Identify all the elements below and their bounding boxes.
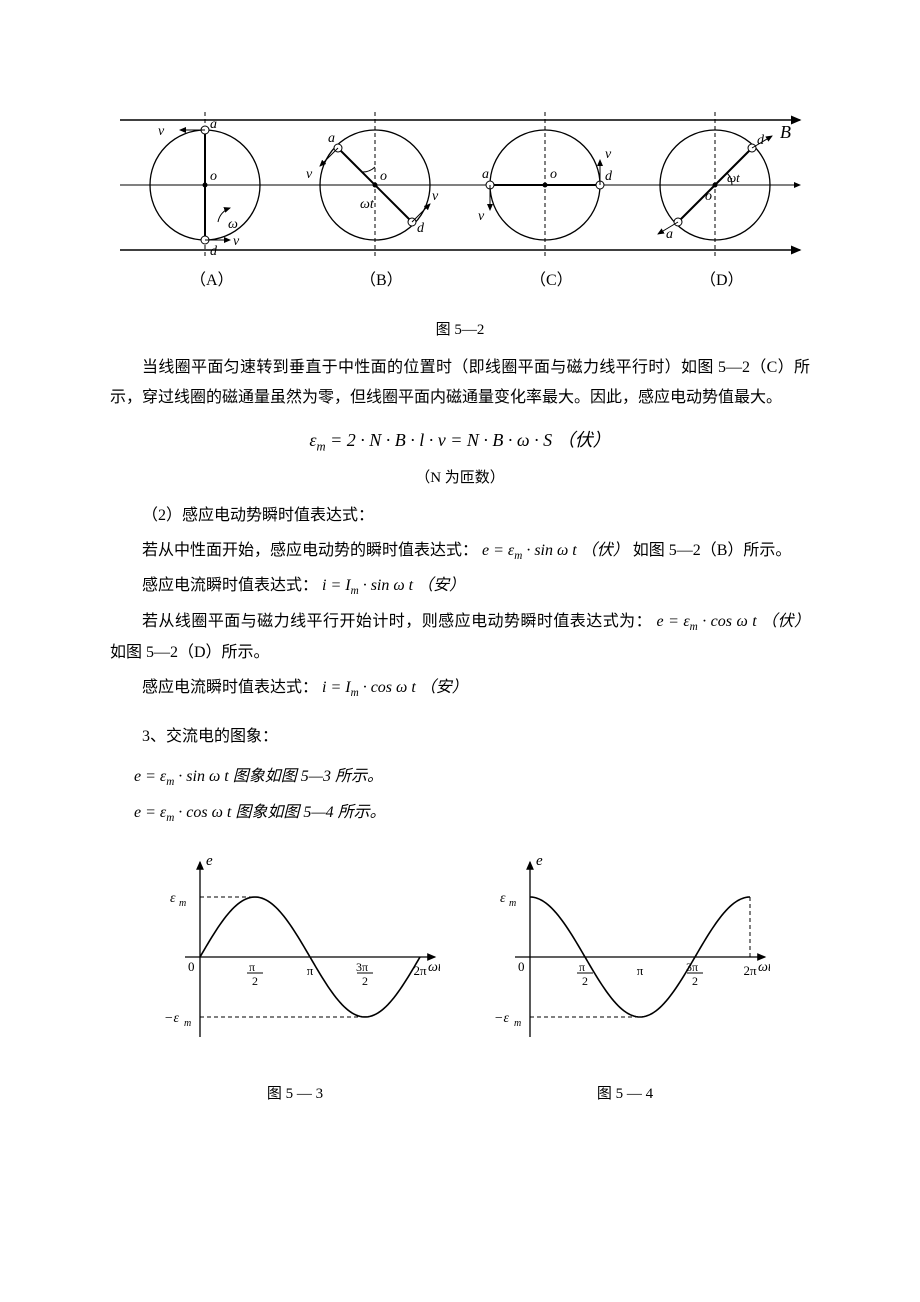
svg-text:o: o [705,189,712,204]
svg-text:m: m [509,898,516,909]
svg-text:v: v [478,209,485,224]
section-3-heading: 3、交流电的图象： [110,722,810,752]
svg-text:π: π [579,960,585,974]
svg-text:d: d [417,221,425,236]
svg-text:m: m [179,898,186,909]
svg-text:（B）: （B） [360,271,403,289]
fig52-panel-A: a o d v v ω （A） [150,112,260,289]
svg-text:π: π [249,960,255,974]
paragraph-1: 当线圈平面匀速转到垂直于中性面的位置时（即线圈平面与磁力线平行时）如图 5—2（… [110,353,810,414]
svg-text:2: 2 [252,974,258,988]
svg-text:ωt: ωt [428,960,440,975]
svg-text:o: o [550,167,557,182]
paragraph-3: 若从中性面开始，感应电动势的瞬时值表达式： e = εm · sin ω t （… [110,536,810,567]
svg-text:π: π [307,963,314,978]
svg-text:ε: ε [500,891,506,906]
formula-note: （N 为匝数） [110,466,810,487]
graphs-row: eεm−εmπ2π3π22πωt0 图 5 — 3 eεm−εmπ2π3π22π… [110,847,810,1103]
fig52-caption: 图 5—2 [110,318,810,339]
svg-text:e: e [536,853,543,869]
svg-text:m: m [514,1018,521,1029]
svg-text:2: 2 [582,974,588,988]
svg-text:ε: ε [170,891,176,906]
svg-text:3π: 3π [686,960,698,974]
fig52-panel-C: a o d v v （C） [478,112,613,289]
paragraph-2: （2）感应电动势瞬时值表达式： [110,501,810,531]
fig54-caption: 图 5 — 4 [480,1082,770,1103]
line-fig54: e = εm · cos ω t 图象如图 5—4 所示。 [110,798,810,829]
svg-text:a: a [482,167,489,182]
figure-5-2: B a o d v v ω （A） a o d v v ωt （B） [110,100,810,310]
svg-text:ωt: ωt [758,960,770,975]
svg-text:ωt: ωt [727,170,740,185]
svg-text:v: v [306,167,313,182]
svg-text:v: v [605,147,612,162]
fig53-caption: 图 5 — 3 [150,1082,440,1103]
svg-text:−ε: −ε [494,1011,509,1026]
svg-text:3π: 3π [356,960,368,974]
svg-text:0: 0 [188,959,195,974]
svg-text:a: a [328,131,335,146]
svg-text:ω: ω [228,217,238,232]
svg-text:π: π [637,963,644,978]
svg-text:2: 2 [692,974,698,988]
svg-text:m: m [184,1018,191,1029]
svg-text:（C）: （C） [530,271,573,289]
svg-text:v: v [432,189,439,204]
formula-emf-max: εm = 2 · N · B · l · v = N · B · ω · S （… [110,426,810,455]
svg-text:d: d [210,244,218,259]
label-B: B [780,122,791,142]
svg-text:ωt: ωt [360,197,375,212]
svg-text:（A）: （A） [190,271,234,289]
paragraph-5: 若从线圈平面与磁力线平行开始计时，则感应电动势瞬时值表达式为： e = εm ·… [110,607,810,669]
paragraph-4: 感应电流瞬时值表达式： i = Im · sin ω t （安） [110,571,810,602]
svg-text:a: a [666,227,673,242]
fig52-panel-D: a o d ωt （D） [658,112,772,289]
svg-text:2π: 2π [743,963,757,978]
svg-text:v: v [233,234,240,249]
svg-text:a: a [210,117,217,132]
svg-text:2π: 2π [413,963,427,978]
svg-text:2: 2 [362,974,368,988]
paragraph-6: 感应电流瞬时值表达式： i = Im · cos ω t （安） [110,673,810,704]
svg-text:e: e [206,853,213,869]
svg-text:（D）: （D） [700,271,744,289]
figure-5-3: eεm−εmπ2π3π22πωt0 [150,847,440,1067]
svg-text:v: v [158,124,165,139]
fig52-panel-B: a o d v v ωt （B） [306,112,439,289]
svg-text:o: o [380,169,387,184]
line-fig53: e = εm · sin ω t 图象如图 5—3 所示。 [110,762,810,793]
svg-text:o: o [210,169,217,184]
svg-text:0: 0 [518,959,525,974]
figure-5-4: eεm−εmπ2π3π22πωt0 [480,847,770,1067]
svg-text:−ε: −ε [164,1011,179,1026]
svg-text:d: d [605,169,613,184]
